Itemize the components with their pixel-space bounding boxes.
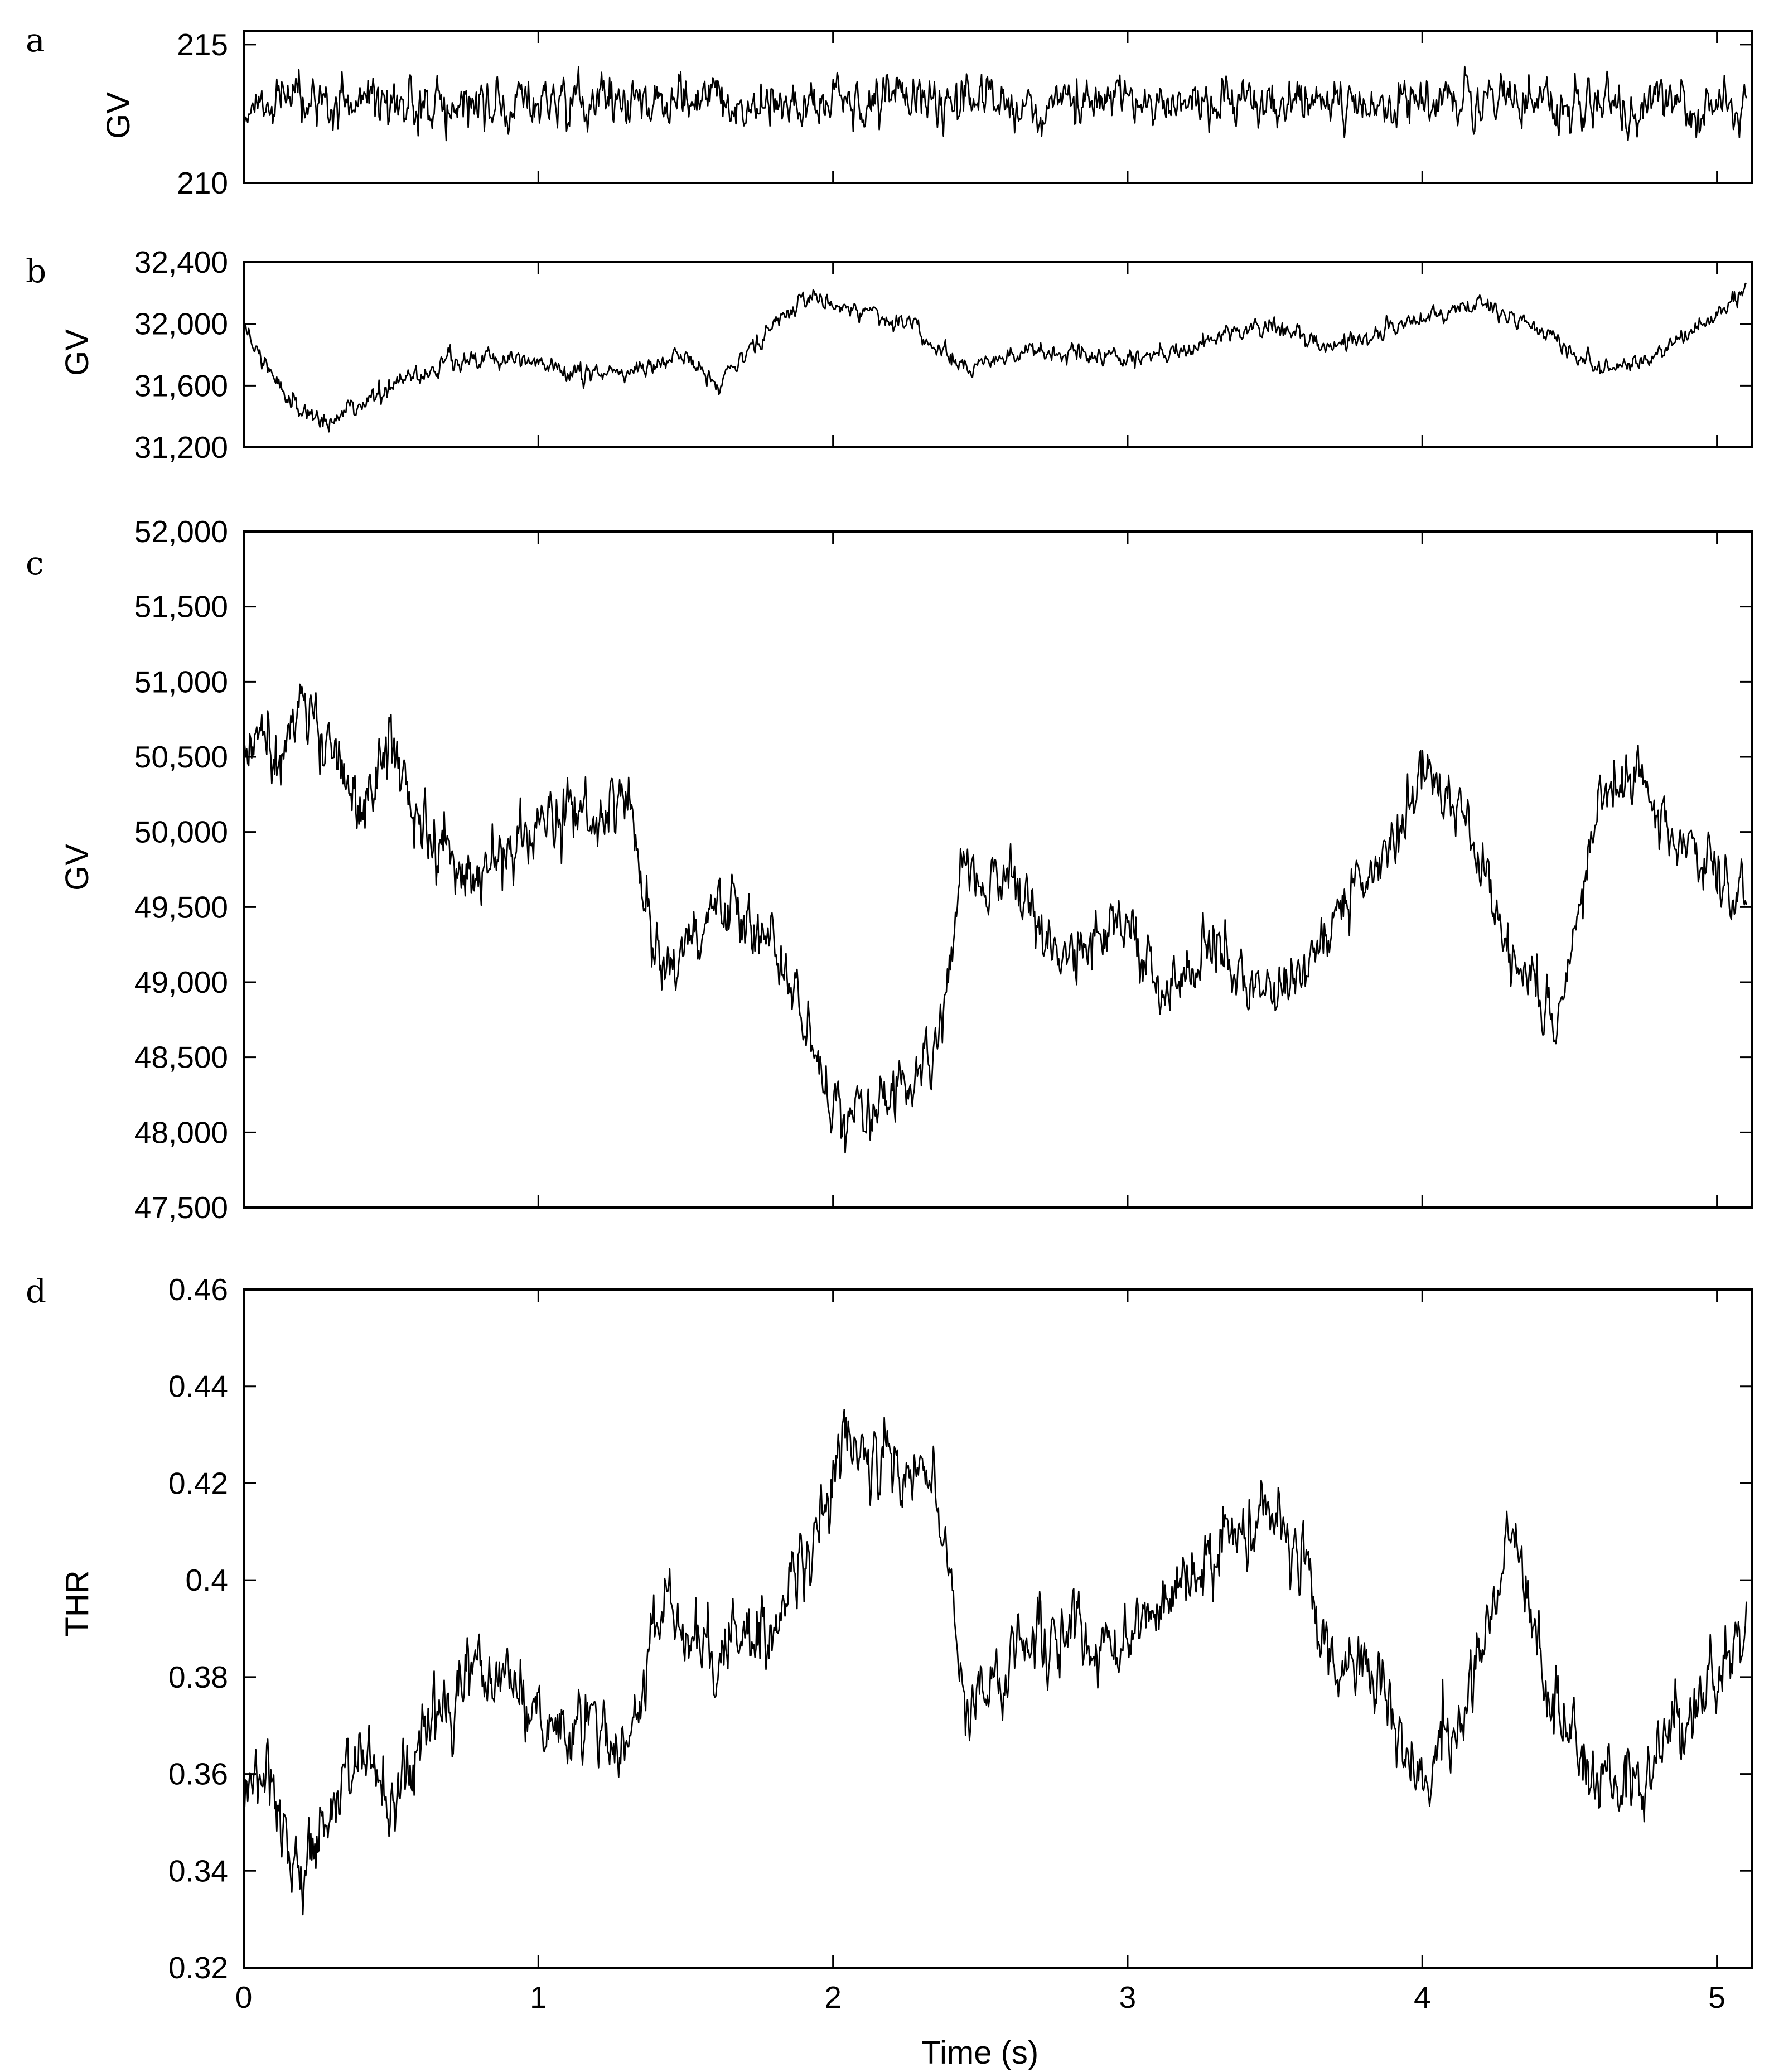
y-tick-label: 51,500 [134, 590, 228, 624]
series-line-b [243, 282, 1747, 433]
y-axis-title-a: GV [100, 92, 137, 139]
plot-frame-c [243, 530, 1753, 1209]
y-tick-label: 51,000 [134, 664, 228, 699]
ticks-a: 210 215 [177, 27, 1752, 200]
y-tick-label: 49,500 [134, 890, 228, 924]
plot-frame-b [243, 261, 1753, 448]
y-tick-label: 47,500 [134, 1190, 228, 1225]
ticks-d: 0.32 0.34 0.36 0.38 0.4 0.42 0.44 0.46 0 1 2 3 4 5 [168, 1272, 1752, 2015]
y-tick-label: 215 [177, 27, 228, 62]
series-line-c [243, 683, 1747, 1154]
ticks-c: 47,500 48,000 48,500 49,000 49,500 50,000 50,5… [134, 514, 1752, 1225]
y-tick-label: 0.44 [168, 1369, 228, 1404]
x-tick-label: 4 [1414, 1980, 1431, 2015]
y-tick-label: 49,000 [134, 965, 228, 999]
y-tick-label: 32,000 [134, 307, 228, 341]
x-tick-label: 0 [235, 1980, 253, 2015]
y-tick-label: 32,400 [134, 245, 228, 279]
panel-a: a GV 210 215 [26, 21, 1753, 200]
y-tick-label: 0.4 [186, 1563, 228, 1597]
y-tick-label: 48,500 [134, 1040, 228, 1075]
y-tick-label: 48,000 [134, 1115, 228, 1149]
y-tick-label: 50,500 [134, 740, 228, 774]
y-axis-title-b: GV [59, 329, 95, 376]
y-tick-label: 0.32 [168, 1950, 228, 1985]
y-axis-title-d: THR [59, 1570, 95, 1636]
y-tick-label: 52,000 [134, 514, 228, 549]
panel-letter-c: c [26, 544, 43, 582]
y-axis-title-c: GV [59, 844, 95, 891]
x-tick-label: 5 [1708, 1980, 1725, 2015]
y-tick-label: 0.42 [168, 1466, 228, 1500]
x-tick-label: 2 [824, 1980, 842, 2015]
y-tick-label: 210 [177, 166, 228, 200]
plot-frame-a [243, 30, 1753, 184]
series-line-d [243, 1409, 1747, 1916]
panel-letter-b: b [26, 252, 46, 290]
panel-d: d THR Time (s) 0.320.340.360.380.40.420.… [26, 1272, 1753, 2071]
y-tick-label: 0.36 [168, 1757, 228, 1791]
y-tick-label: 0.38 [168, 1660, 228, 1694]
x-tick-label: 3 [1119, 1980, 1137, 2015]
y-tick-label: 0.34 [168, 1853, 228, 1888]
panel-c: c GV 47,500 48,000 48,500 49,000 49,500 50,00… [26, 514, 1753, 1225]
y-tick-label: 50,000 [134, 815, 228, 849]
panel-letter-a: a [26, 21, 45, 59]
ticks-b: 31,200 31,600 32,000 32,400 [134, 245, 1752, 465]
series-line-a [243, 65, 1747, 142]
plot-frame-d [243, 1288, 1753, 1969]
panel-letter-d: d [26, 1272, 46, 1310]
x-tick-label: 1 [530, 1980, 547, 2015]
y-tick-label: 0.46 [168, 1272, 228, 1307]
x-axis-title: Time (s) [921, 2035, 1038, 2071]
y-tick-label: 31,600 [134, 368, 228, 403]
panel-b: b GV 31,200 31,600 32,000 32,400 [26, 245, 1753, 465]
y-tick-label: 31,200 [134, 430, 228, 465]
